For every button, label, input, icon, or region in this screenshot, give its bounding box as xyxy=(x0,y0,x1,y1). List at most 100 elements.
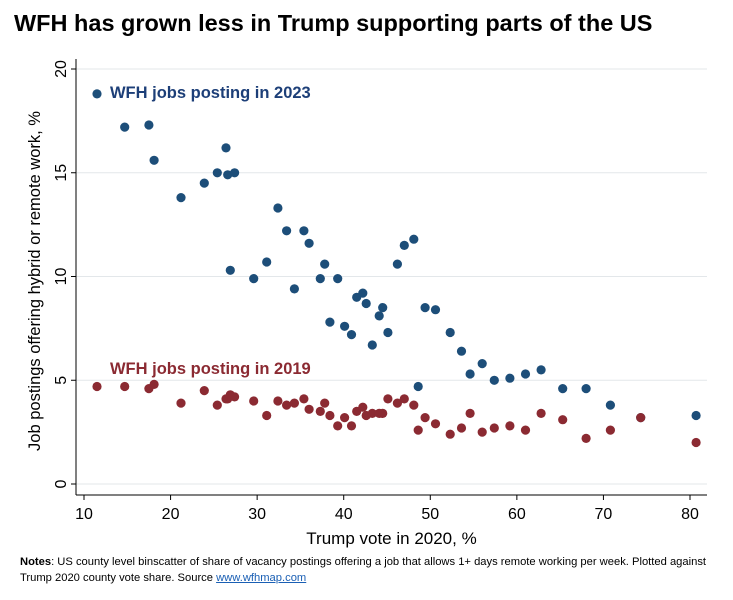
point-2023 xyxy=(144,120,154,130)
point-2023 xyxy=(176,193,186,203)
point-2023 xyxy=(420,303,430,313)
point-2023 xyxy=(223,170,233,180)
point-2019 xyxy=(315,406,325,416)
point-2023 xyxy=(477,359,487,369)
point-2019 xyxy=(581,433,591,443)
point-2023 xyxy=(374,311,384,321)
y-axis-title: Job postings offering hybrid or remote w… xyxy=(26,111,44,451)
point-2023 xyxy=(212,168,222,178)
point-2023 xyxy=(249,274,259,284)
point-2019 xyxy=(505,421,515,431)
annotation-2023: WFH jobs posting in 2023 xyxy=(110,84,311,102)
point-2019 xyxy=(420,413,430,423)
point-2019 xyxy=(262,410,272,421)
point-2023 xyxy=(581,384,591,394)
chart-notes: Notes: US county level binscatter of sha… xyxy=(20,555,725,586)
point-2019 xyxy=(149,379,159,389)
point-2023 xyxy=(465,369,475,379)
point-2023 xyxy=(445,327,455,338)
point-2023 xyxy=(346,330,357,340)
y-tick-label: 10 xyxy=(53,268,70,286)
point-2019 xyxy=(477,427,487,437)
point-2019 xyxy=(409,400,419,410)
point-2023 xyxy=(520,369,531,379)
point-2019 xyxy=(199,386,209,396)
point-2023 xyxy=(558,384,568,394)
point-2019 xyxy=(340,413,350,423)
point-2019 xyxy=(273,396,283,406)
point-2019 xyxy=(636,413,646,423)
y-tick-label: 0 xyxy=(53,479,70,488)
point-2023 xyxy=(315,274,325,284)
point-2019 xyxy=(378,408,388,418)
point-2019 xyxy=(358,402,368,412)
point-2023 xyxy=(505,373,515,383)
point-2023 xyxy=(430,305,441,315)
point-2023 xyxy=(392,259,402,269)
point-2023 xyxy=(489,375,499,385)
x-tick-label: 80 xyxy=(681,506,699,523)
point-2023 xyxy=(536,365,546,375)
point-2019 xyxy=(120,381,130,392)
point-2023 xyxy=(333,274,343,284)
point-2019 xyxy=(230,392,240,402)
x-tick-label: 70 xyxy=(595,506,613,523)
source-link[interactable]: www.wfhmap.com xyxy=(216,571,307,584)
point-2019 xyxy=(289,398,299,408)
point-2019 xyxy=(304,404,314,414)
point-2019 xyxy=(299,394,309,404)
point-2023 xyxy=(383,327,393,338)
point-2023 xyxy=(378,303,388,313)
point-2019 xyxy=(430,419,441,429)
point-2019 xyxy=(558,415,568,425)
point-2023 xyxy=(273,203,283,213)
point-2019 xyxy=(413,425,423,435)
point-2023 xyxy=(320,259,330,269)
notes-label: Notes xyxy=(20,556,52,568)
point-2019 xyxy=(383,394,393,404)
x-tick-label: 50 xyxy=(421,506,439,523)
point-2019 xyxy=(691,437,701,448)
notes-text: : US county level binscatter of share of… xyxy=(20,556,707,584)
point-2023 xyxy=(230,168,240,178)
point-2019 xyxy=(346,421,357,431)
point-2019 xyxy=(520,425,531,435)
point-2023 xyxy=(289,284,299,294)
x-tick-label: 30 xyxy=(248,506,266,523)
point-2023 xyxy=(299,226,309,236)
y-tick-label: 20 xyxy=(53,60,70,78)
x-tick-label: 20 xyxy=(162,506,180,523)
chart-title: WFH has grown less in Trump supporting p… xyxy=(14,10,653,36)
point-2023 xyxy=(691,410,701,421)
point-2019 xyxy=(399,394,409,404)
point-2023 xyxy=(399,240,409,250)
x-tick-label: 10 xyxy=(75,506,93,523)
point-2023 xyxy=(282,226,292,236)
point-2023 xyxy=(325,317,335,327)
point-2023 xyxy=(262,257,272,267)
point-2019 xyxy=(489,423,499,433)
point-2023 xyxy=(92,89,102,99)
point-2023 xyxy=(149,155,159,165)
point-2019 xyxy=(325,410,335,421)
point-2023 xyxy=(409,234,419,244)
point-2023 xyxy=(413,381,423,392)
point-2019 xyxy=(456,423,467,433)
x-tick-label: 60 xyxy=(508,506,526,523)
point-2023 xyxy=(456,346,467,356)
x-tick-label: 40 xyxy=(335,506,353,523)
y-tick-label: 5 xyxy=(53,376,70,385)
point-2023 xyxy=(361,298,371,309)
point-2019 xyxy=(605,425,616,435)
point-2019 xyxy=(367,408,377,418)
point-2023 xyxy=(358,288,368,298)
x-axis-title: Trump vote in 2020, % xyxy=(306,529,476,548)
point-2023 xyxy=(120,122,130,132)
point-2023 xyxy=(225,265,235,275)
point-2019 xyxy=(249,396,259,406)
point-2019 xyxy=(282,400,292,410)
y-tick-label: 15 xyxy=(53,164,70,182)
point-2023 xyxy=(605,400,616,410)
point-2019 xyxy=(212,400,222,410)
